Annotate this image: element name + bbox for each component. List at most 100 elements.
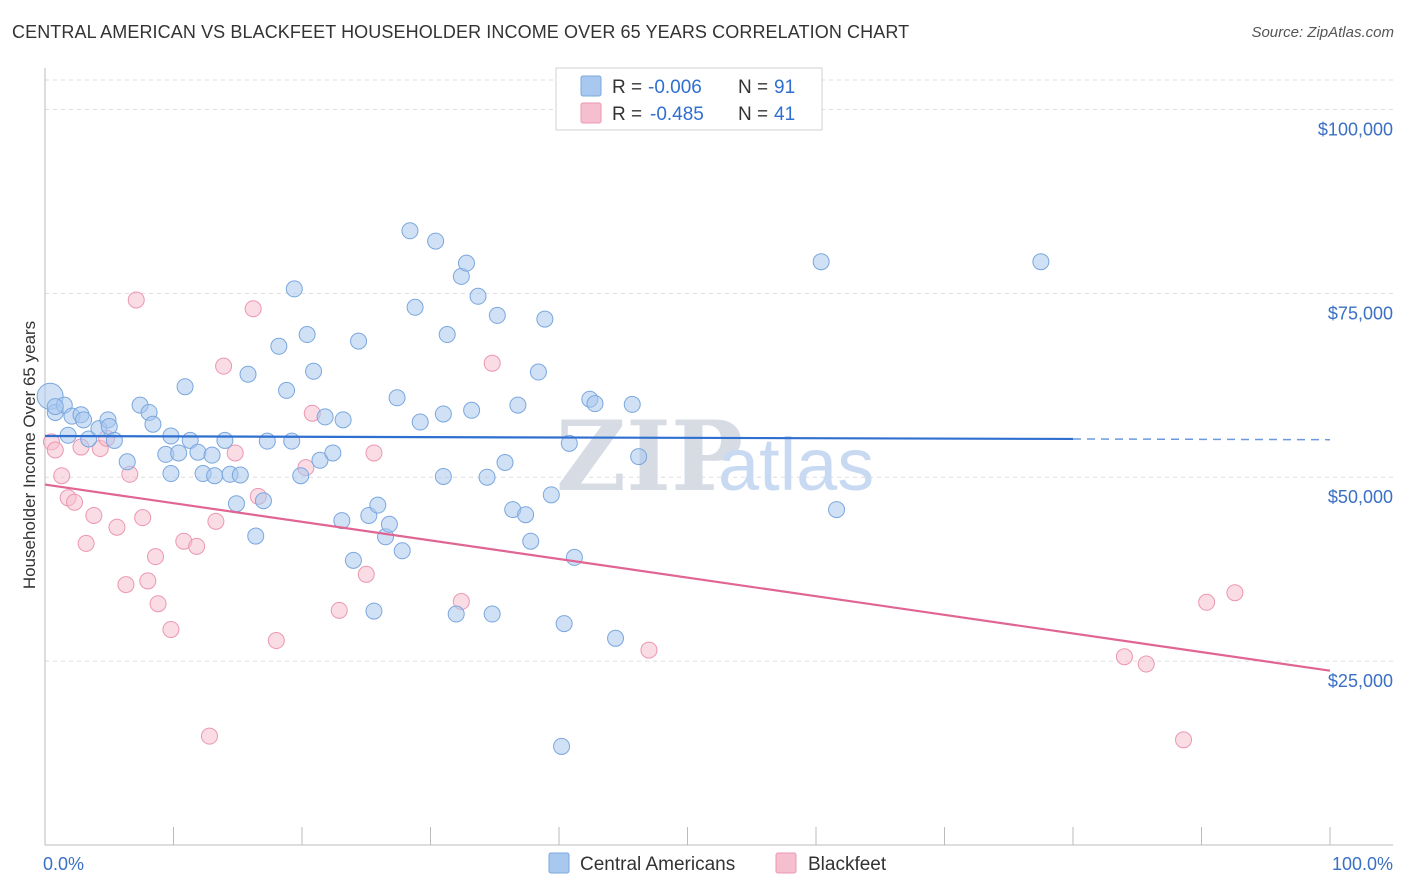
point-blackfeet-1	[46, 441, 64, 459]
point-central-americans-82	[607, 629, 625, 647]
point-blackfeet-15	[139, 572, 157, 590]
legend-swatch-central-americans	[580, 75, 602, 97]
legend-swatch-blackfeet-bottom	[775, 852, 797, 874]
point-central-americans-86	[828, 501, 846, 519]
legend-r-label-blackfeet: R =	[612, 104, 642, 125]
legend-label-blackfeet: Blackfeet	[808, 854, 887, 875]
legend-r-value-blackfeet: -0.485	[650, 104, 704, 125]
point-blackfeet-24	[226, 444, 244, 462]
point-central-americans-45	[350, 332, 368, 350]
point-blackfeet-40	[1226, 584, 1244, 602]
legend-n-label-central: N =	[738, 77, 768, 98]
point-central-americans-47	[365, 602, 383, 620]
point-central-americans-7	[80, 430, 98, 448]
point-central-americans-24	[216, 431, 234, 449]
watermark-zip: ZIP	[556, 400, 743, 513]
point-blackfeet-14	[134, 509, 152, 527]
point-central-americans-26	[227, 495, 245, 513]
point-central-americans-22	[203, 446, 221, 464]
point-blackfeet-6	[77, 534, 95, 552]
point-blackfeet-11	[117, 576, 135, 594]
point-central-americans-11	[118, 453, 136, 471]
point-blackfeet-36	[1115, 648, 1133, 666]
point-central-americans-77	[555, 615, 573, 633]
point-central-americans-28	[239, 365, 257, 383]
point-central-americans-38	[305, 362, 323, 380]
point-central-americans-65	[478, 468, 496, 486]
watermark-atlas: atlas	[718, 423, 874, 506]
point-blackfeet-25	[244, 300, 262, 318]
trend-line-central-americans	[44, 434, 1074, 441]
point-blackfeet-27	[267, 632, 285, 650]
point-blackfeet-2	[53, 467, 71, 485]
point-central-americans-35	[285, 280, 303, 298]
source-credit: Source: ZipAtlas.com	[1251, 24, 1394, 41]
point-central-americans-62	[457, 254, 475, 272]
point-central-americans-40	[316, 408, 334, 426]
point-blackfeet-30	[330, 601, 348, 619]
point-central-americans-73	[529, 363, 547, 381]
point-blackfeet-22	[207, 512, 225, 530]
x-tick-label-0: 0.0%	[43, 854, 84, 874]
point-blackfeet-39	[1198, 593, 1216, 611]
point-central-americans-44	[344, 551, 362, 569]
point-central-americans-20	[189, 443, 207, 461]
point-central-americans-37	[298, 326, 316, 344]
y-tick-label-0: $25,000	[1328, 671, 1393, 691]
point-blackfeet-38	[1175, 731, 1193, 749]
point-blackfeet-17	[149, 595, 167, 613]
legend-n-label-blackfeet: N =	[738, 104, 768, 125]
point-central-americans-27	[231, 466, 249, 484]
point-central-americans-36	[292, 467, 310, 485]
point-central-americans-56	[427, 232, 445, 250]
legend-swatch-central-americans-bottom	[548, 852, 570, 874]
point-central-americans-70	[509, 396, 527, 414]
point-central-americans-66	[483, 605, 501, 623]
point-central-americans-63	[463, 401, 481, 419]
legend-r-label-central: R =	[612, 77, 642, 98]
point-central-americans-51	[388, 389, 406, 407]
point-blackfeet-10	[108, 518, 126, 536]
point-central-americans-50	[380, 515, 398, 533]
point-central-americans-87	[1032, 253, 1050, 271]
point-central-americans-81	[586, 395, 604, 413]
point-central-americans-33	[278, 381, 296, 399]
legend-label-central-americans: Central Americans	[580, 854, 735, 875]
point-central-americans-55	[411, 413, 429, 431]
point-central-americans-71	[517, 506, 535, 524]
point-blackfeet-34	[483, 354, 501, 372]
legend-n-value-blackfeet: 41	[774, 104, 795, 125]
point-central-americans-68	[496, 454, 514, 471]
point-central-americans-32	[270, 337, 288, 355]
point-central-americans-23	[206, 467, 224, 485]
point-central-americans-76	[553, 737, 571, 755]
point-blackfeet-20	[188, 537, 206, 555]
point-central-americans-53	[401, 222, 419, 240]
point-blackfeet-7	[85, 506, 103, 524]
point-central-americans-29	[247, 527, 265, 545]
point-central-americans-6	[75, 411, 93, 429]
legend-n-value-central: 91	[774, 77, 795, 98]
trend-line-central-americans-extension	[1072, 438, 1331, 441]
point-central-americans-18	[176, 378, 194, 396]
stats-legend: R = -0.006 N = 91 R = -0.485 N = 41	[555, 67, 823, 131]
point-central-americans-57	[434, 405, 452, 423]
series-central-americans-points	[36, 222, 1050, 755]
point-central-americans-60	[447, 605, 465, 623]
point-central-americans-72	[522, 532, 540, 550]
point-blackfeet-31	[357, 565, 375, 583]
point-central-americans-89	[105, 431, 123, 449]
point-blackfeet-35	[640, 641, 658, 659]
point-central-americans-54	[406, 298, 424, 316]
point-central-americans-59	[438, 326, 456, 344]
point-central-americans-41	[324, 444, 342, 462]
point-central-americans-17	[170, 444, 188, 462]
point-central-americans-48	[369, 496, 387, 514]
point-central-americans-64	[469, 287, 487, 305]
series-blackfeet-points	[42, 291, 1244, 749]
chart-title: CENTRAL AMERICAN VS BLACKFEET HOUSEHOLDE…	[12, 22, 910, 42]
legend-swatch-blackfeet	[580, 102, 602, 124]
point-blackfeet-32	[365, 444, 383, 462]
y-tick-label-2: $75,000	[1328, 303, 1393, 323]
